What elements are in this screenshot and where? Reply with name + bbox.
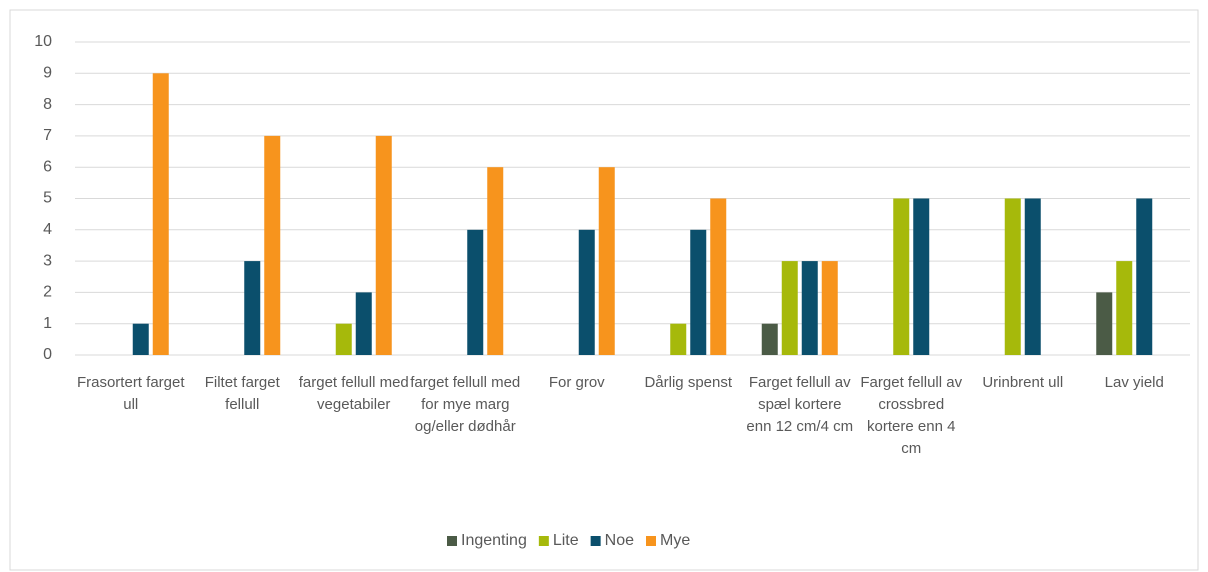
y-tick-label: 1	[43, 315, 52, 332]
y-tick-label: 3	[43, 252, 52, 269]
bar	[355, 292, 372, 355]
bar	[598, 167, 615, 355]
bar	[152, 73, 169, 356]
y-tick-label: 5	[43, 190, 52, 207]
x-tick-label: farget fellull med vegetabiler	[298, 374, 409, 413]
x-tick-label: Filtet farget fellull	[204, 374, 280, 413]
y-tick-label: 0	[43, 346, 52, 363]
bar	[467, 229, 484, 355]
legend-swatch	[538, 536, 549, 546]
x-tick-label: Frasortert farget ull	[76, 374, 185, 413]
x-tick-label: Farget fellull av crossbred kortere enn …	[860, 374, 963, 457]
bar	[670, 323, 687, 355]
x-tick-label: Lav yield	[1104, 374, 1164, 391]
bar	[690, 229, 707, 355]
bar	[781, 261, 798, 355]
legend-label: Noe	[605, 532, 634, 549]
y-tick-label: 9	[43, 65, 52, 82]
y-tick-label: 2	[43, 284, 52, 301]
y-tick-label: 10	[34, 33, 52, 50]
bar	[264, 135, 281, 355]
y-tick-label: 8	[43, 96, 52, 113]
bar	[710, 198, 727, 355]
x-tick-label: Dårlig spenst	[644, 374, 733, 391]
bar	[487, 167, 504, 355]
bar	[1004, 198, 1021, 355]
y-tick-label: 4	[43, 221, 52, 238]
bar	[578, 229, 595, 355]
bar	[913, 198, 930, 355]
legend-swatch	[447, 536, 457, 546]
legend-label: Ingenting	[461, 532, 527, 549]
bar	[1096, 292, 1113, 355]
legend-swatch	[590, 536, 601, 546]
bar	[821, 261, 838, 355]
x-tick-label: Urinbrent ull	[982, 374, 1064, 391]
legend-label: Mye	[660, 532, 690, 549]
bar	[1024, 198, 1041, 355]
y-tick-label: 6	[43, 158, 52, 175]
bar	[761, 323, 778, 355]
bar	[1116, 261, 1133, 355]
bar	[335, 323, 352, 355]
bar	[801, 261, 818, 355]
x-tick-label: farget fellull med for mye marg og/eller…	[410, 374, 521, 435]
bar	[1136, 198, 1153, 355]
legend-label: Lite	[553, 532, 579, 549]
y-tick-label: 7	[43, 127, 52, 144]
bar	[893, 198, 910, 355]
x-tick-label: For grov	[548, 374, 605, 391]
bar	[244, 261, 261, 355]
legend-swatch	[646, 536, 656, 546]
bar	[132, 323, 149, 355]
x-tick-label: Farget fellull av spæl kortere enn 12 cm…	[746, 374, 854, 435]
bar	[375, 135, 392, 355]
